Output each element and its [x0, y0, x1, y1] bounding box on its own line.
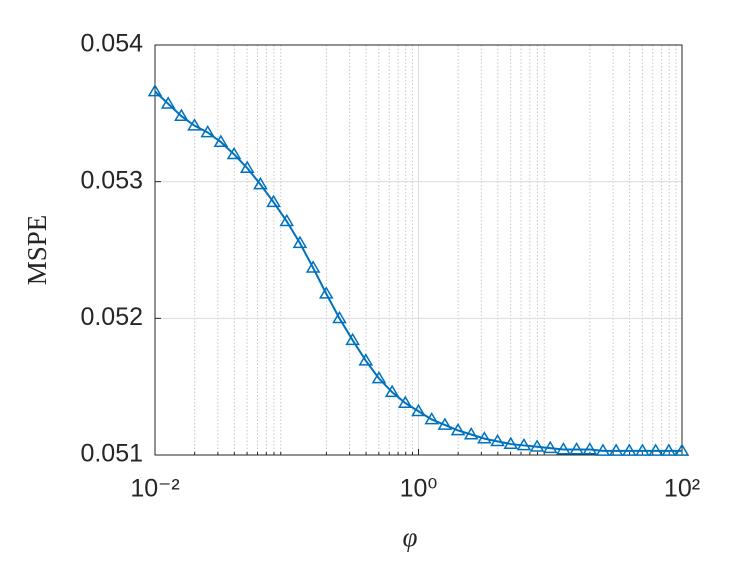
marker [279, 213, 295, 227]
marker [200, 124, 216, 138]
marker [345, 332, 360, 346]
marker [187, 118, 202, 131]
marker [463, 427, 479, 440]
marker [358, 353, 374, 366]
marker [569, 442, 584, 455]
marker [160, 96, 176, 109]
marker [582, 442, 598, 455]
marker [529, 439, 545, 452]
marker [411, 403, 426, 417]
y-axis-label: MSPE [22, 215, 52, 286]
marker [542, 440, 558, 454]
marker [424, 411, 439, 425]
marker [384, 384, 400, 398]
x-axis-label: φ [403, 522, 418, 552]
marker [318, 286, 334, 299]
marker [556, 442, 571, 455]
marker [239, 160, 255, 173]
marker [516, 437, 532, 451]
marker [371, 370, 387, 384]
marker [305, 260, 321, 273]
marker [608, 443, 624, 456]
y-tick-label: 0.052 [80, 303, 143, 331]
y-tick-label: 0.053 [80, 166, 143, 194]
x-tick-label: 10⁻² [130, 475, 179, 503]
marker [621, 443, 637, 456]
marker [398, 395, 413, 409]
marker [174, 108, 189, 122]
marker [226, 146, 242, 160]
marker [292, 235, 308, 249]
marker [490, 433, 505, 447]
marker [147, 83, 163, 97]
marker [266, 194, 281, 208]
marker [595, 443, 611, 456]
y-tick-label: 0.054 [80, 30, 143, 58]
marker [635, 443, 650, 456]
y-tick-label: 0.051 [80, 440, 143, 468]
marker [332, 310, 347, 324]
marker [661, 443, 677, 456]
marker [674, 443, 690, 456]
marker [648, 443, 663, 456]
marker [213, 134, 229, 147]
marker [503, 436, 519, 450]
marker [477, 431, 492, 444]
plot-frame [154, 44, 683, 456]
x-tick-label: 10⁰ [400, 475, 438, 503]
marker [253, 176, 268, 190]
marker [437, 417, 453, 430]
marker [450, 422, 466, 436]
x-tick-label: 10² [664, 475, 700, 503]
